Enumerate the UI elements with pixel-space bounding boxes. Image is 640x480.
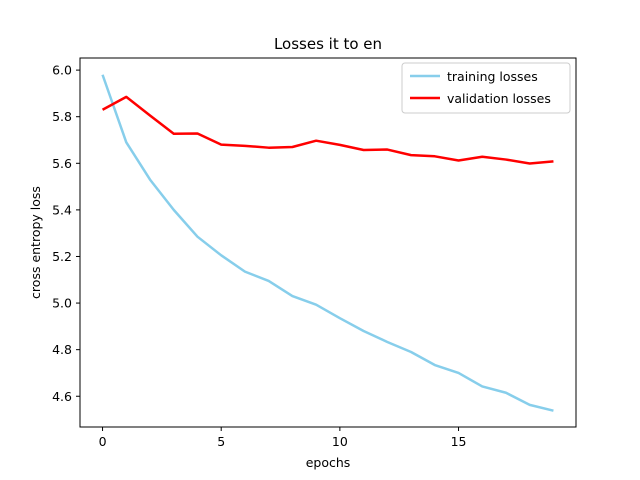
- plot-lines: [101, 74, 554, 412]
- y-tick-label: 4.6: [52, 389, 72, 404]
- series-line-validation-losses: [101, 95, 554, 165]
- plot-area-frame: [79, 57, 577, 428]
- x-tick-label: 5: [217, 434, 225, 449]
- y-tick-label: 4.8: [52, 342, 72, 357]
- legend-label-validation: validation losses: [447, 91, 551, 106]
- y-tick-label: 6.0: [52, 63, 72, 78]
- x-axis-label: epochs: [306, 455, 351, 470]
- y-tick-label: 5.8: [52, 109, 72, 124]
- x-tick-label: 15: [451, 434, 467, 449]
- legend: training losses validation losses: [401, 62, 571, 114]
- legend-label-training: training losses: [447, 69, 538, 84]
- y-tick-label: 5.4: [52, 202, 72, 217]
- y-tick-label: 5.0: [52, 296, 72, 311]
- x-tick-label: 10: [332, 434, 348, 449]
- legend-frame: [401, 62, 571, 114]
- y-axis-label: cross entropy loss: [28, 186, 43, 299]
- chart-title: Losses it to en: [274, 35, 382, 53]
- y-tick-label: 5.2: [52, 249, 72, 264]
- series-line-training-losses: [101, 74, 554, 412]
- y-tick-label: 5.6: [52, 156, 72, 171]
- y-axis: 4.6 4.8 5.0 5.2 5.4 5.6 5.8 6.0: [52, 63, 80, 404]
- x-tick-label: 0: [99, 434, 107, 449]
- x-axis: 0 5 10 15: [99, 427, 467, 449]
